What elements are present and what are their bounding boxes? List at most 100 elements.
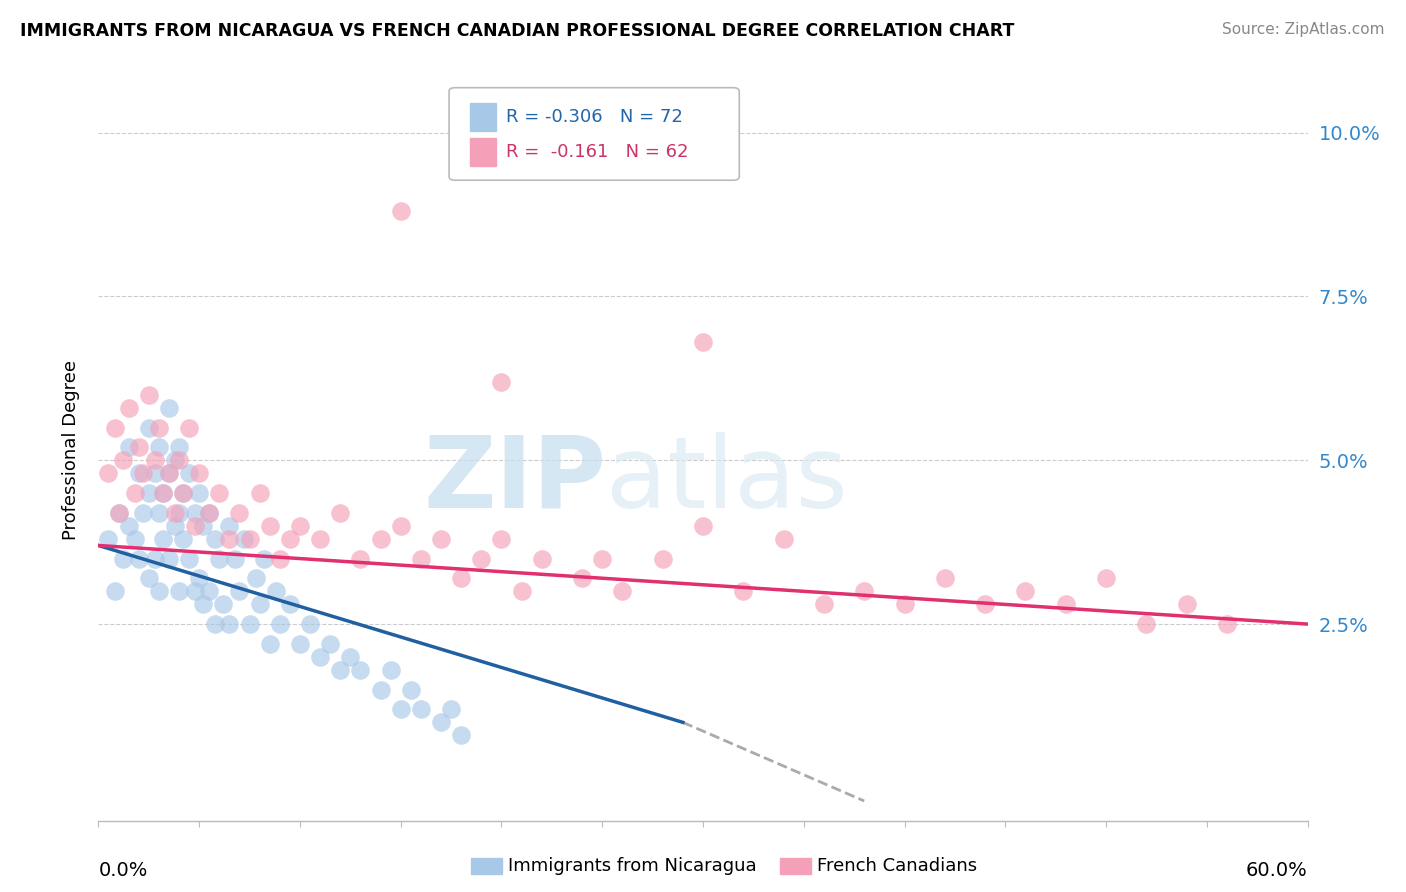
- Point: [179, 551, 201, 566]
- Text: R = -0.306   N = 72: R = -0.306 N = 72: [506, 108, 683, 127]
- Point: [163, 518, 186, 533]
- Point: [733, 584, 755, 599]
- Point: [188, 486, 211, 500]
- Text: French Canadians: French Canadians: [817, 857, 977, 875]
- Point: [179, 467, 201, 481]
- Point: [184, 584, 207, 599]
- Text: IMMIGRANTS FROM NICARAGUA VS FRENCH CANADIAN PROFESSIONAL DEGREE CORRELATION CHA: IMMIGRANTS FROM NICARAGUA VS FRENCH CANA…: [20, 22, 1014, 40]
- Point: [152, 486, 174, 500]
- Text: 0.0%: 0.0%: [98, 862, 148, 880]
- FancyBboxPatch shape: [449, 87, 740, 180]
- Point: [138, 420, 160, 434]
- Point: [172, 486, 194, 500]
- Text: 60.0%: 60.0%: [1246, 862, 1308, 880]
- Point: [228, 584, 250, 599]
- Point: [259, 637, 281, 651]
- Point: [1135, 617, 1157, 632]
- Point: [974, 598, 997, 612]
- Point: [269, 551, 291, 566]
- Point: [239, 617, 262, 632]
- Point: [143, 551, 166, 566]
- Point: [107, 506, 129, 520]
- Point: [124, 486, 146, 500]
- Point: [339, 649, 361, 664]
- Point: [224, 551, 246, 566]
- Point: [249, 486, 271, 500]
- Point: [152, 486, 174, 500]
- Point: [491, 375, 513, 389]
- Point: [259, 518, 281, 533]
- Point: [132, 506, 155, 520]
- Point: [107, 506, 129, 520]
- Point: [370, 532, 392, 546]
- Point: [198, 584, 221, 599]
- Point: [152, 532, 174, 546]
- Point: [232, 532, 254, 546]
- Point: [370, 682, 392, 697]
- Point: [218, 617, 240, 632]
- Point: [198, 506, 221, 520]
- Point: [128, 467, 150, 481]
- Point: [349, 551, 371, 566]
- Point: [409, 551, 432, 566]
- Point: [399, 682, 422, 697]
- Point: [167, 506, 190, 520]
- Point: [118, 401, 141, 415]
- Point: [692, 335, 714, 350]
- Point: [491, 532, 513, 546]
- Point: [163, 453, 186, 467]
- Point: [309, 649, 332, 664]
- Bar: [470, 103, 496, 131]
- Point: [118, 440, 141, 454]
- Point: [111, 551, 134, 566]
- Point: [103, 420, 125, 434]
- Point: [138, 486, 160, 500]
- Point: [111, 453, 134, 467]
- Text: R =  -0.161   N = 62: R = -0.161 N = 62: [506, 143, 689, 161]
- Text: Source: ZipAtlas.com: Source: ZipAtlas.com: [1222, 22, 1385, 37]
- Point: [612, 584, 634, 599]
- Point: [264, 584, 287, 599]
- Point: [440, 702, 463, 716]
- Point: [128, 440, 150, 454]
- Point: [409, 702, 432, 716]
- Point: [167, 584, 190, 599]
- Point: [1216, 617, 1239, 632]
- Point: [148, 420, 170, 434]
- Point: [288, 637, 311, 651]
- Point: [249, 598, 271, 612]
- Point: [172, 532, 194, 546]
- Point: [299, 617, 322, 632]
- Point: [157, 467, 180, 481]
- Point: [132, 467, 155, 481]
- Point: [184, 506, 207, 520]
- Point: [510, 584, 533, 599]
- Point: [218, 532, 240, 546]
- Point: [103, 584, 125, 599]
- Point: [97, 532, 120, 546]
- Point: [193, 518, 215, 533]
- Text: ZIP: ZIP: [423, 432, 606, 529]
- Point: [239, 532, 262, 546]
- Point: [389, 204, 412, 219]
- Point: [1054, 598, 1077, 612]
- Point: [148, 506, 170, 520]
- Point: [278, 532, 301, 546]
- Point: [288, 518, 311, 533]
- Point: [172, 486, 194, 500]
- Point: [772, 532, 794, 546]
- Y-axis label: Professional Degree: Professional Degree: [62, 360, 80, 541]
- Point: [143, 453, 166, 467]
- Point: [188, 571, 211, 585]
- Point: [193, 598, 215, 612]
- Point: [212, 598, 235, 612]
- Point: [208, 551, 231, 566]
- Point: [530, 551, 553, 566]
- Point: [430, 715, 453, 730]
- Point: [97, 467, 120, 481]
- Point: [853, 584, 876, 599]
- Point: [163, 506, 186, 520]
- Point: [218, 518, 240, 533]
- Point: [934, 571, 956, 585]
- Point: [1175, 598, 1198, 612]
